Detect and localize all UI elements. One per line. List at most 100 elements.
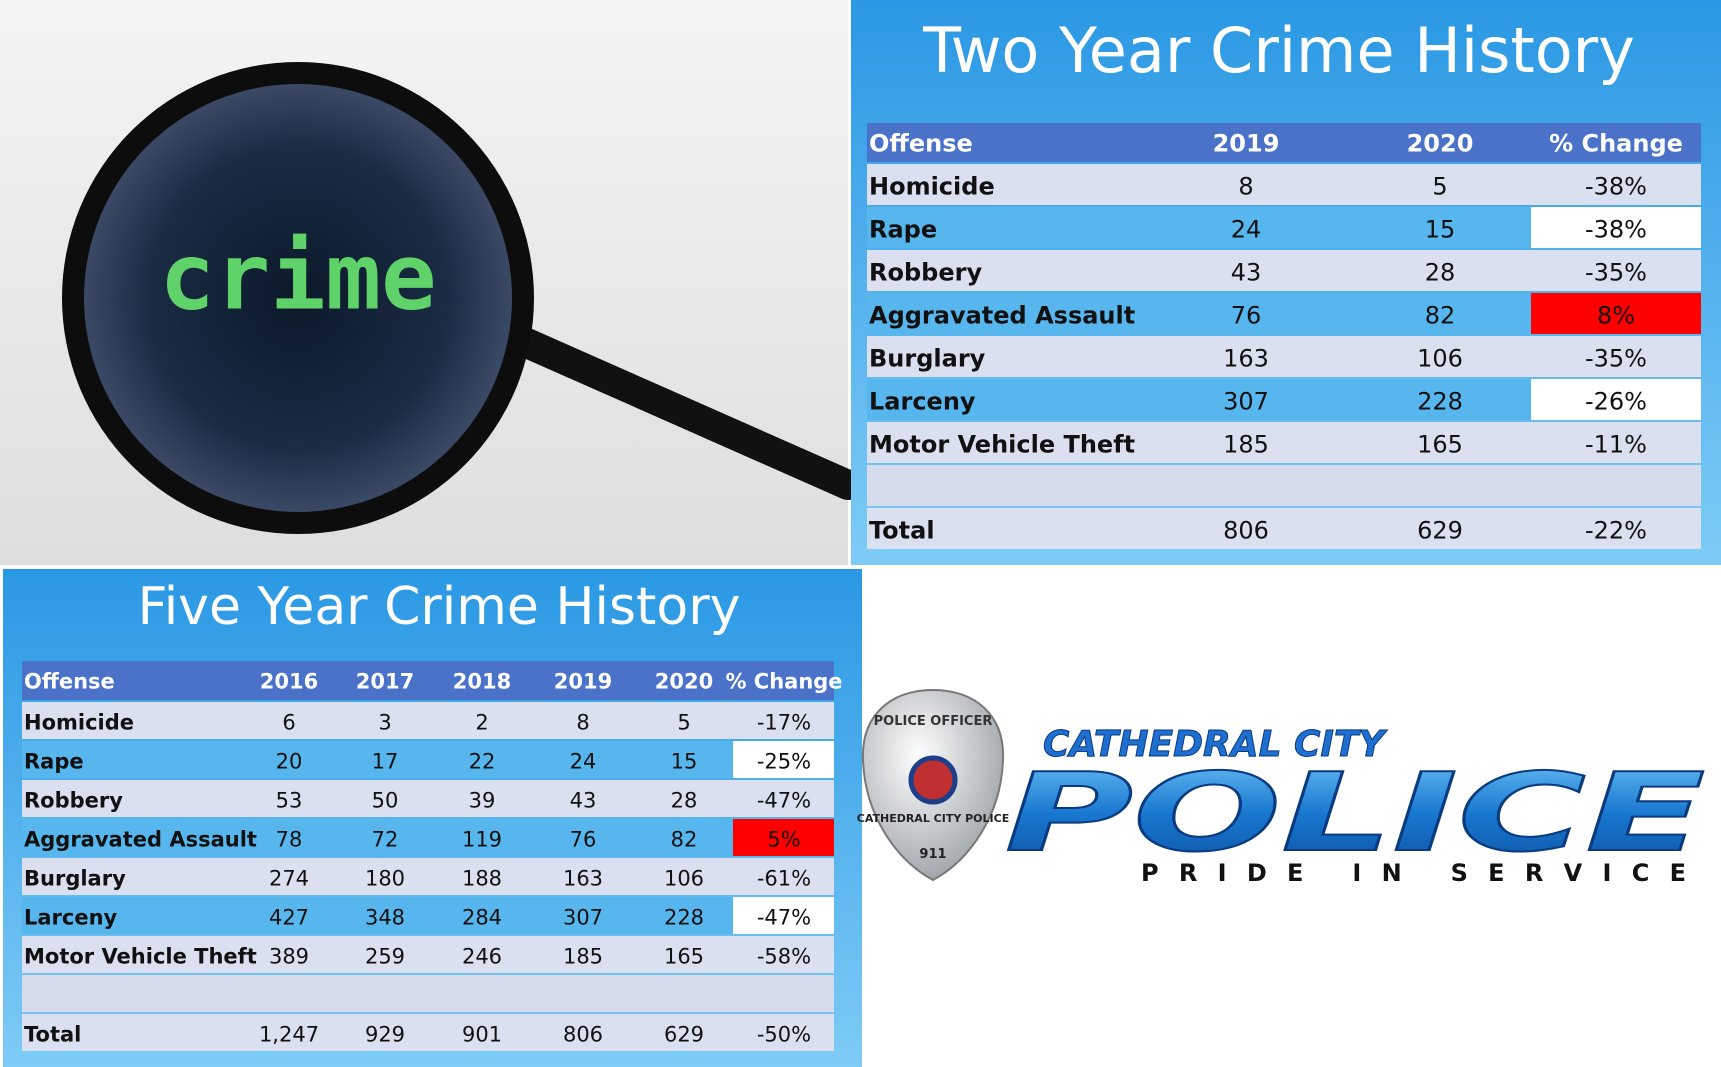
table-cell: 228 (1417, 388, 1463, 416)
table-cell: 165 (1417, 431, 1463, 459)
table-cell: 50 (372, 789, 399, 813)
column-header: 2019 (1213, 130, 1280, 158)
offense-label: Rape (24, 750, 84, 774)
table-cell: 163 (563, 867, 603, 891)
table-cell: -58% (757, 945, 811, 969)
table-cell: 20 (276, 750, 303, 774)
table-row (22, 819, 834, 856)
table-row (22, 741, 834, 778)
table-row (22, 858, 834, 895)
table-row (867, 422, 1701, 463)
table-cell: 185 (1223, 431, 1269, 459)
highlight-cell (733, 741, 834, 778)
table-cell: 43 (1231, 259, 1262, 287)
offense-label: Motor Vehicle Theft (869, 431, 1135, 459)
highlight-cell (733, 819, 834, 856)
table-cell: -35% (1585, 345, 1647, 373)
highlight-cell (1531, 207, 1701, 248)
column-header: 2019 (554, 670, 612, 694)
table-cell: 629 (664, 1023, 704, 1047)
offense-label: Burglary (24, 867, 126, 891)
table-cell: -25% (757, 750, 811, 774)
table-cell: 180 (365, 867, 405, 891)
table-cell: 259 (365, 945, 405, 969)
table-cell: 188 (462, 867, 502, 891)
table-cell: 228 (664, 906, 704, 930)
table-cell: 119 (462, 828, 502, 852)
table-cell: -61% (757, 867, 811, 891)
offense-label: Robbery (24, 789, 123, 813)
table-cell: -17% (757, 711, 811, 735)
offense-label: Larceny (24, 906, 118, 930)
table-cell: 629 (1417, 517, 1463, 545)
table-cell: 307 (1223, 388, 1269, 416)
logo-city: CATHEDRAL CITY (1043, 724, 1388, 765)
table-cell: 24 (1231, 216, 1262, 244)
badge: POLICE OFFICER CATHEDRAL CITY POLICE 911 (857, 688, 1009, 882)
column-header: Offense (24, 670, 115, 694)
table-cell: -38% (1585, 173, 1647, 201)
header-row (22, 661, 834, 700)
table-cell: 28 (1425, 259, 1456, 287)
column-header: 2018 (453, 670, 511, 694)
offense-label: Total (24, 1023, 81, 1047)
table-cell: 22 (469, 750, 496, 774)
offense-label: Motor Vehicle Theft (24, 945, 257, 969)
table-row (22, 702, 834, 739)
table-cell: 106 (664, 867, 704, 891)
badge-top: POLICE OFFICER (874, 714, 993, 729)
table-cell: 1,247 (259, 1023, 319, 1047)
table-row (22, 780, 834, 817)
table-cell: 806 (1223, 517, 1269, 545)
offense-label: Burglary (869, 345, 986, 373)
badge-band: CATHEDRAL CITY POLICE (857, 812, 1009, 825)
table-cell: 5 (1432, 173, 1447, 201)
two-year-title: Two Year Crime History (922, 14, 1635, 87)
table-cell: 274 (269, 867, 309, 891)
table-cell: -35% (1585, 259, 1647, 287)
table-cell: 82 (1425, 302, 1456, 330)
column-header: 2017 (356, 670, 414, 694)
table-cell: 76 (1231, 302, 1262, 330)
table-row (867, 465, 1701, 506)
table-cell: 8 (1238, 173, 1253, 201)
table-cell: 901 (462, 1023, 502, 1047)
table-cell: 82 (671, 828, 698, 852)
offense-label: Total (869, 517, 935, 545)
magnifier-lens (84, 84, 512, 512)
table-cell: 39 (469, 789, 496, 813)
column-header: % Change (725, 670, 842, 694)
column-header: Offense (869, 130, 973, 158)
column-header: 2016 (260, 670, 318, 694)
table-cell: 78 (276, 828, 303, 852)
table-cell: 8% (1597, 302, 1635, 330)
table-cell: -38% (1585, 216, 1647, 244)
table-cell: -50% (757, 1023, 811, 1047)
column-header: 2020 (1407, 130, 1474, 158)
table-cell: 5 (677, 711, 690, 735)
magnifier-handle (505, 325, 863, 500)
table-cell: 17 (372, 750, 399, 774)
table-cell: 15 (1425, 216, 1456, 244)
table-cell: 427 (269, 906, 309, 930)
table-cell: 246 (462, 945, 502, 969)
badge-number: 911 (919, 847, 946, 862)
table-cell: 163 (1223, 345, 1269, 373)
table-cell: 348 (365, 906, 405, 930)
table-row (22, 1014, 834, 1051)
table-cell: 165 (664, 945, 704, 969)
logo-name: POLICE (1005, 751, 1705, 876)
table-cell: 15 (671, 750, 698, 774)
table-cell: 929 (365, 1023, 405, 1047)
column-header: % Change (1549, 130, 1683, 158)
table-row (867, 508, 1701, 549)
table-cell: 5% (767, 828, 800, 852)
offense-label: Larceny (869, 388, 976, 416)
table-cell: 76 (570, 828, 597, 852)
table-cell: 43 (570, 789, 597, 813)
table-cell: 185 (563, 945, 603, 969)
table-cell: 2 (475, 711, 488, 735)
header-row (867, 123, 1701, 162)
